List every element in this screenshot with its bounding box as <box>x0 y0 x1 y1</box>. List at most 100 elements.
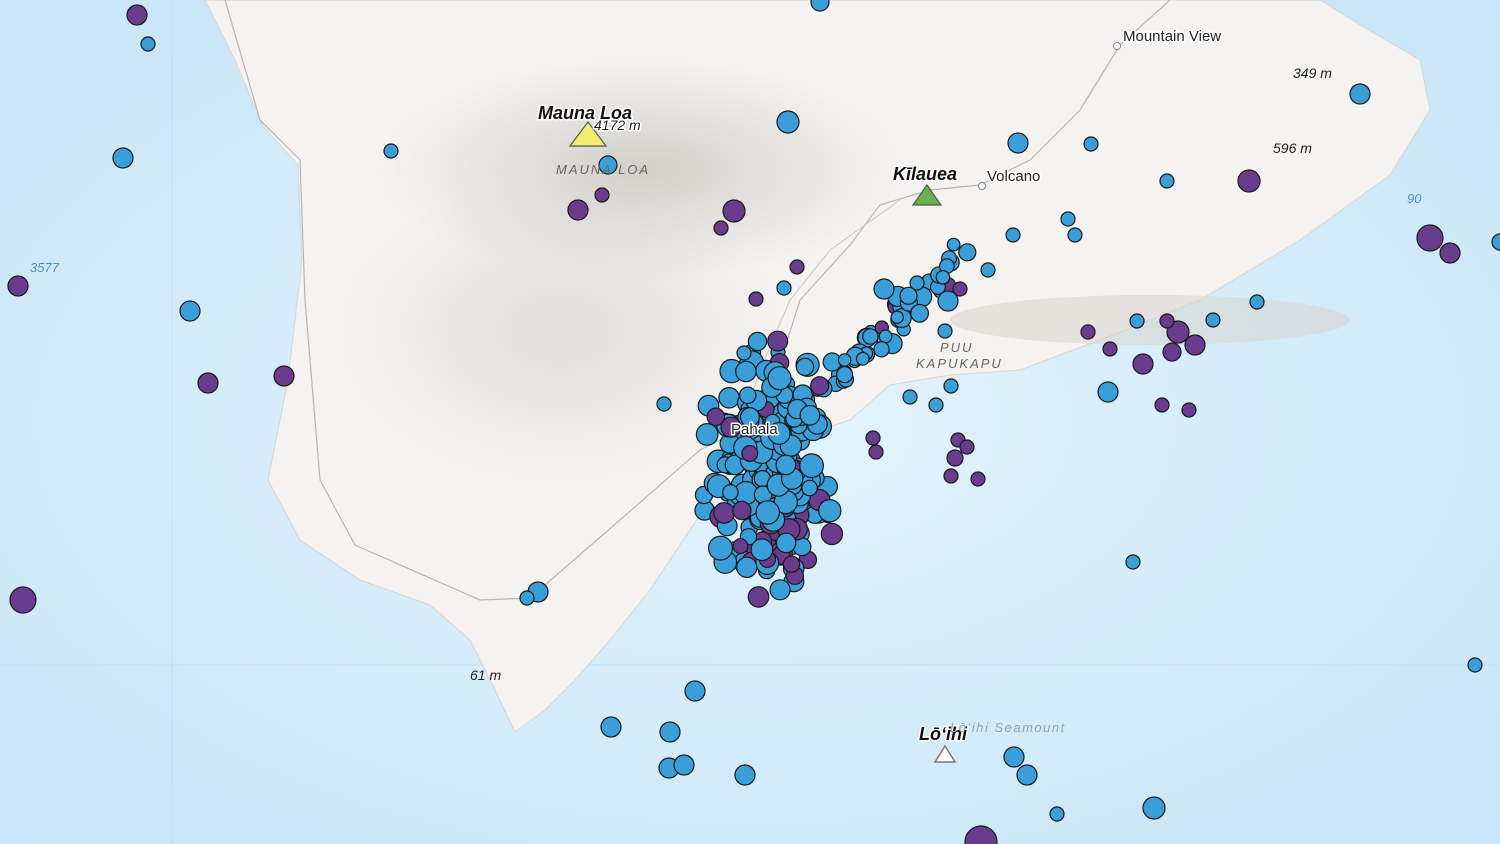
earthquake-marker[interactable] <box>747 586 770 608</box>
earthquake-marker[interactable] <box>748 291 764 307</box>
earthquake-marker[interactable] <box>1007 132 1029 154</box>
earthquake-marker[interactable] <box>909 275 925 291</box>
earthquake-marker[interactable] <box>383 143 399 159</box>
earthquake-marker[interactable] <box>722 483 739 501</box>
earthquake-marker[interactable] <box>718 386 740 409</box>
earthquake-marker[interactable] <box>935 269 951 285</box>
earthquake-marker[interactable] <box>706 407 726 427</box>
volcano-marker[interactable] <box>568 121 608 147</box>
earthquake-marker[interactable] <box>732 500 752 521</box>
earthquake-marker[interactable] <box>873 278 895 300</box>
earthquake-marker[interactable] <box>600 716 622 738</box>
earthquake-marker[interactable] <box>140 36 156 52</box>
earthquake-marker[interactable] <box>1080 324 1096 340</box>
earthquake-marker[interactable] <box>767 366 792 391</box>
earthquake-marker[interactable] <box>112 147 134 169</box>
earthquake-marker[interactable] <box>1159 173 1175 189</box>
earthquake-marker[interactable] <box>673 754 695 776</box>
earthquake-marker[interactable] <box>801 479 818 497</box>
earthquake-marker[interactable] <box>820 522 844 546</box>
earthquake-marker[interactable] <box>695 423 719 446</box>
earthquake-marker[interactable] <box>1060 211 1076 227</box>
earthquake-marker[interactable] <box>1132 353 1154 375</box>
earthquake-marker[interactable] <box>1083 136 1099 152</box>
volcano-marker[interactable] <box>911 183 943 206</box>
earthquake-marker[interactable] <box>958 243 977 262</box>
earthquake-marker[interactable] <box>818 499 842 523</box>
earthquake-marker[interactable] <box>197 372 219 394</box>
earthquake-marker[interactable] <box>1067 227 1083 243</box>
earthquake-marker[interactable] <box>1142 796 1166 820</box>
earthquake-marker[interactable] <box>1249 294 1265 310</box>
earthquake-marker[interactable] <box>970 471 986 487</box>
earthquake-marker[interactable] <box>598 155 618 175</box>
earthquake-marker[interactable] <box>952 281 968 297</box>
earthquake-marker[interactable] <box>720 416 742 438</box>
volcano-marker[interactable] <box>933 744 957 763</box>
earthquake-marker[interactable] <box>862 328 879 345</box>
earthquake-marker[interactable] <box>775 532 797 554</box>
earthquake-marker[interactable] <box>519 590 535 606</box>
earthquake-marker[interactable] <box>776 280 792 296</box>
earthquake-marker[interactable] <box>910 303 929 323</box>
earthquake-marker[interactable] <box>959 439 975 455</box>
earthquake-marker[interactable] <box>795 357 815 377</box>
earthquake-marker[interactable] <box>837 353 852 367</box>
earthquake-marker[interactable] <box>899 286 918 305</box>
earthquake-marker[interactable] <box>767 421 791 445</box>
earthquake-marker[interactable] <box>943 378 959 394</box>
earthquake-marker[interactable] <box>1416 224 1444 252</box>
earthquake-marker[interactable] <box>1162 342 1182 362</box>
earthquake-marker[interactable] <box>799 453 824 479</box>
earthquake-marker[interactable] <box>741 445 759 463</box>
earthquake-marker[interactable] <box>1102 341 1118 357</box>
earthquake-marker[interactable] <box>734 764 756 786</box>
earthquake-marker[interactable] <box>937 323 953 339</box>
earthquake-marker[interactable] <box>567 199 589 221</box>
earthquake-marker[interactable] <box>943 468 959 484</box>
earthquake-marker[interactable] <box>835 366 854 384</box>
earthquake-marker[interactable] <box>1003 746 1025 768</box>
earthquake-marker[interactable] <box>755 500 780 525</box>
earthquake-marker[interactable] <box>1125 554 1141 570</box>
earthquake-marker[interactable] <box>684 680 706 702</box>
earthquake-marker[interactable] <box>810 376 830 396</box>
earthquake-marker[interactable] <box>1491 233 1500 251</box>
earthquake-marker[interactable] <box>707 535 733 561</box>
earthquake-marker[interactable] <box>1205 312 1221 328</box>
earthquake-marker[interactable] <box>769 579 791 601</box>
earthquake-marker[interactable] <box>736 345 752 361</box>
earthquake-marker[interactable] <box>775 454 797 476</box>
earthquake-marker[interactable] <box>789 259 805 275</box>
earthquake-marker[interactable] <box>735 360 757 383</box>
earthquake-marker[interactable] <box>1129 313 1145 329</box>
earthquake-marker[interactable] <box>732 538 749 555</box>
earthquake-marker[interactable] <box>594 187 610 203</box>
earthquake-marker[interactable] <box>9 586 37 614</box>
earthquake-marker[interactable] <box>7 275 29 297</box>
earthquake-marker[interactable] <box>126 4 148 26</box>
earthquake-marker[interactable] <box>902 389 918 405</box>
earthquake-marker[interactable] <box>1184 334 1206 356</box>
earthquake-marker[interactable] <box>776 110 800 134</box>
earthquake-marker[interactable] <box>713 502 735 524</box>
earthquake-marker[interactable] <box>868 444 884 460</box>
earthquake-marker[interactable] <box>1349 83 1371 105</box>
earthquake-marker[interactable] <box>713 220 729 236</box>
earthquake-marker[interactable] <box>739 407 760 428</box>
earthquake-marker[interactable] <box>964 825 998 844</box>
earthquake-marker[interactable] <box>946 237 961 252</box>
earthquake-marker[interactable] <box>1049 806 1065 822</box>
earthquake-marker[interactable] <box>865 430 881 446</box>
earthquake-marker[interactable] <box>1439 242 1461 264</box>
earthquake-marker[interactable] <box>767 330 789 352</box>
earthquake-marker[interactable] <box>179 300 201 322</box>
earthquake-marker[interactable] <box>750 538 774 562</box>
earthquake-marker[interactable] <box>980 262 996 278</box>
earthquake-marker[interactable] <box>1159 313 1175 329</box>
earthquake-marker[interactable] <box>810 0 830 12</box>
earthquake-marker[interactable] <box>659 721 681 743</box>
earthquake-marker[interactable] <box>928 397 944 413</box>
earthquake-marker[interactable] <box>1166 320 1190 344</box>
earthquake-marker[interactable] <box>1097 381 1119 403</box>
